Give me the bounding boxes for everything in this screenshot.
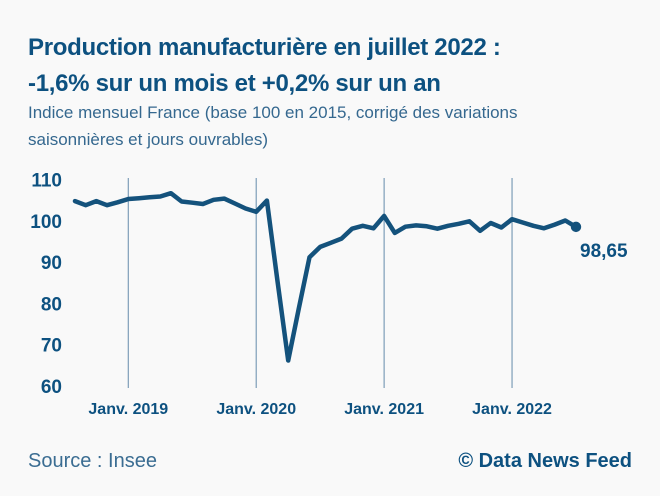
y-axis-tick-label: 100: [30, 212, 62, 233]
x-axis-tick-label: Janv. 2019: [88, 401, 168, 418]
chart-title-line2: -1,6% sur un mois et +0,2% sur un an: [28, 70, 441, 97]
chart-subtitle-line1: Indice mensuel France (base 100 en 2015,…: [28, 103, 518, 122]
y-axis-tick-label: 110: [31, 171, 62, 192]
chart-plot-area: Janv. 2019 Janv. 2020 Janv. 2021 Janv. 2022…: [0, 160, 660, 420]
chart-title-line1: Production manufacturière en juillet 202…: [28, 34, 501, 61]
chart-subtitle: Indice mensuel France (base 100 en 2015,…: [28, 99, 608, 153]
chart-title: Production manufacturière en juillet 202…: [28, 30, 628, 102]
x-axis-tick-label: Janv. 2022: [472, 401, 552, 418]
y-axis-tick-label: 60: [41, 377, 62, 398]
y-axis-tick-label: 90: [41, 253, 62, 274]
end-point-dot: [570, 221, 582, 233]
end-value-label: 98,65: [580, 241, 628, 262]
y-axis-tick-label: 80: [41, 294, 62, 315]
copyright-note: © Data News Feed: [458, 450, 632, 472]
data-line: [72, 190, 579, 363]
chart-subtitle-line2: saisonnières et jours ouvrables): [28, 130, 269, 149]
x-axis-tick-label: Janv. 2021: [344, 401, 424, 418]
x-axis-tick-label: Janv. 2020: [216, 401, 296, 418]
line-chart: Janv. 2019 Janv. 2020 Janv. 2021 Janv. 2022…: [30, 171, 628, 419]
source-note: Source : Insee: [28, 450, 157, 472]
y-axis-tick-label: 70: [41, 336, 62, 357]
